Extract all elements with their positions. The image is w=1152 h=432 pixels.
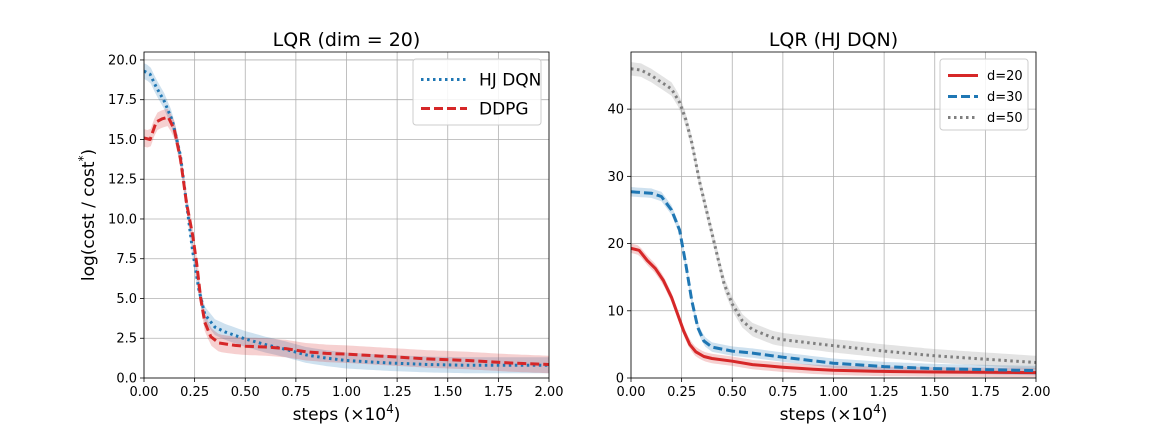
y-tick-label: 7.5 (116, 252, 137, 267)
x-tick-label: 1.00 (819, 385, 848, 400)
y-tick-label: 10 (607, 304, 624, 319)
y-axis-label: log(cost / cost*) (76, 149, 99, 281)
series-line-2 (144, 115, 549, 366)
y-tick-label: 30 (607, 170, 624, 185)
x-tick-label: 1.75 (971, 385, 1000, 400)
legend-label-2: DDPG (479, 100, 529, 120)
y-tick-label: 5.0 (116, 292, 137, 307)
x-tick-label: 0.00 (617, 385, 646, 400)
x-tick-label: 0.00 (130, 385, 159, 400)
y-tick-label: 20 (607, 237, 624, 252)
y-tick-label: 15.0 (108, 133, 137, 148)
x-tick-label: 1.75 (484, 385, 513, 400)
legend-label-1: HJ DQN (479, 71, 541, 91)
y-tick-label: 10.0 (108, 212, 137, 227)
series-line-1 (631, 246, 1036, 375)
x-tick-label: 0.50 (231, 385, 260, 400)
series-group (631, 62, 1036, 378)
x-tick-label: 1.50 (433, 385, 462, 400)
series-line-2 (631, 190, 1036, 373)
x-tick-label: 0.50 (718, 385, 747, 400)
legend: d=20 d=30 d=50 (939, 58, 1029, 131)
y-tick-label: 12.5 (108, 173, 137, 188)
y-tick-label: 2.5 (116, 332, 137, 347)
x-tick-label: 0.25 (180, 385, 209, 400)
x-tick-label: 2.00 (535, 385, 564, 400)
legend-box (412, 58, 542, 126)
series-line-1 (144, 69, 549, 367)
legend-label-3: d=50 (987, 111, 1023, 126)
y-tick-label: 0 (616, 372, 624, 387)
y-tick-label: 20.0 (108, 53, 137, 68)
x-axis-label: steps (×104) (293, 402, 401, 425)
y-tick-label: 0.0 (116, 372, 137, 387)
chart-panel-2: 0.00 0.25 0.50 0.75 1.00 1.25 1.50 1.75 2.00 0 10 2… (607, 29, 1050, 425)
legend-label-2: d=30 (987, 90, 1023, 105)
legend-label-1: d=20 (987, 69, 1023, 84)
y-tick-label: 17.5 (108, 93, 137, 108)
x-tick-label: 1.50 (920, 385, 949, 400)
chart-panel-1: 0.00 0.25 0.50 0.75 1.00 1.25 1.50 1.75 2.00 0.0 2… (76, 29, 563, 425)
legend: HJ DQN DDPG (412, 58, 542, 126)
x-tick-label: 1.00 (332, 385, 361, 400)
x-tick-label: 0.25 (667, 385, 696, 400)
chart-title: LQR (HJ DQN) (769, 29, 898, 51)
x-tick-label: 2.00 (1022, 385, 1051, 400)
x-tick-label: 1.25 (383, 385, 412, 400)
series-group (144, 63, 549, 374)
series-band-2 (631, 187, 1036, 376)
x-axis-label: steps (×104) (780, 402, 888, 425)
x-tick-label: 1.25 (870, 385, 899, 400)
x-tick-label: 0.75 (281, 385, 310, 400)
x-tick-label: 0.75 (768, 385, 797, 400)
chart-title: LQR (dim = 20) (273, 29, 421, 51)
series-band-3 (631, 62, 1036, 370)
y-tick-label: 40 (607, 103, 624, 118)
